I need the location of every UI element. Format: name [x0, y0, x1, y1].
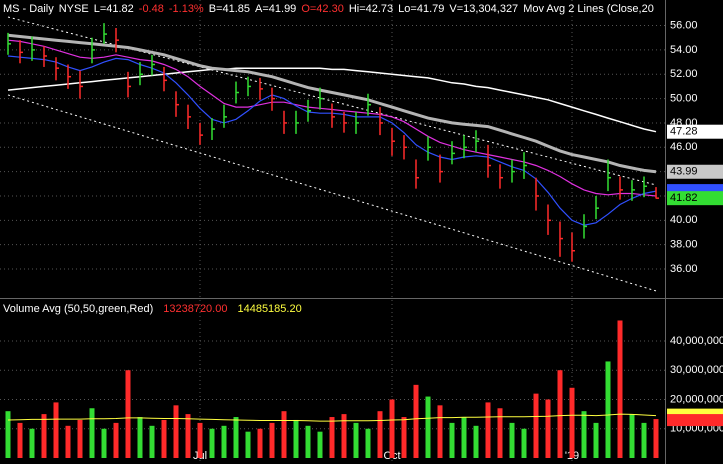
header-item: A=41.99 [255, 3, 296, 15]
y-tick-label: 50.00 [670, 93, 698, 105]
volume-bar [293, 419, 299, 458]
volume-bar [521, 428, 527, 458]
price-label-box [667, 191, 723, 206]
y-tick-label: 38.00 [670, 239, 698, 251]
volume-bar [557, 370, 563, 458]
volume-bar [641, 422, 647, 458]
volume-bar [161, 419, 167, 458]
volume-bar [77, 419, 83, 458]
price-label-box [667, 124, 723, 139]
volume-bar [17, 422, 23, 458]
volume-label-box [667, 414, 723, 427]
volume-bar [449, 422, 455, 458]
volume-bar [89, 408, 95, 458]
volume-bar [101, 428, 107, 458]
volume-bar [473, 425, 479, 458]
volume-bar [185, 414, 191, 458]
volume-bar [413, 384, 419, 458]
volume-bar [173, 405, 179, 458]
volume-bar [437, 405, 443, 458]
volume-bar [533, 393, 539, 458]
volume-bar [257, 428, 263, 458]
volume-bar [581, 411, 587, 458]
volume-bar [137, 417, 143, 458]
header-item: Lo=41.79 [398, 3, 444, 15]
volume-bar [365, 428, 371, 458]
price-label: 41.82 [670, 192, 698, 204]
price-label-box [667, 164, 723, 179]
volume-bar [341, 414, 347, 458]
volume-bar [497, 408, 503, 458]
volume-bar [65, 425, 71, 458]
y-tick-label: 20,000,000 [670, 393, 723, 405]
volume-bar [617, 320, 623, 458]
volume-bar [461, 417, 467, 458]
header-item: V=13,304,327 [449, 3, 518, 15]
volume-average [7, 413, 657, 422]
volume-bar [425, 396, 431, 458]
volume-bar [29, 428, 35, 458]
price-label: 43.99 [670, 166, 698, 178]
volume-bar [53, 402, 59, 458]
y-tick-label: 54.00 [670, 44, 698, 56]
volume-bar [545, 399, 551, 458]
header-item: Hi=42.73 [349, 3, 393, 15]
volume-bar [245, 431, 251, 458]
volume-annotation: 14485185.20 [237, 303, 301, 315]
volume-bar [605, 361, 611, 458]
volume-bar [569, 387, 575, 458]
volume-bar [209, 428, 215, 458]
volume-bar [593, 422, 599, 458]
volume-bar [197, 422, 203, 458]
y-tick-label: 52.00 [670, 68, 698, 80]
volume-bar [113, 422, 119, 458]
y-tick-label: 40.00 [670, 214, 698, 226]
volume-bar [149, 425, 155, 458]
header-item: Mov Avg 2 Lines (Close,20 [523, 3, 654, 15]
header-item: O=42.30 [301, 3, 344, 15]
y-tick-label: 40,000,000 [670, 335, 723, 347]
volume-bar [485, 402, 491, 458]
volume-title: Volume Avg (50,50,green,Red) [3, 303, 153, 315]
volume-bar [125, 370, 131, 458]
header-item: NYSE [59, 3, 89, 15]
y-tick-label: 36.00 [670, 263, 698, 275]
volume-bar [401, 417, 407, 458]
volume-bar [317, 431, 323, 458]
header-item: L=41.82 [94, 3, 134, 15]
volume-bar [653, 419, 659, 458]
volume-bar [41, 414, 47, 458]
header-item: -1.13% [169, 3, 204, 15]
volume-bar [509, 422, 515, 458]
volume-bar [629, 414, 635, 458]
volume-bar [389, 399, 395, 458]
price-label: 47.28 [670, 126, 698, 138]
volume-bar [305, 425, 311, 458]
volume-annotation: 13238720.00 [163, 303, 227, 315]
volume-bar [233, 417, 239, 458]
volume-bar [281, 411, 287, 458]
y-tick-label: 56.00 [670, 19, 698, 31]
header-item: B=41.85 [209, 3, 250, 15]
header-item: MS - Daily [3, 3, 54, 15]
volume-bar [221, 425, 227, 458]
volume-bar [5, 411, 11, 458]
moving-average [7, 67, 657, 133]
volume-bar [377, 411, 383, 458]
volume-bar [329, 417, 335, 458]
y-tick-label: 30,000,000 [670, 364, 723, 376]
header-item: -0.48 [139, 3, 164, 15]
volume-bar [353, 422, 359, 458]
volume-bar [269, 422, 275, 458]
y-tick-label: 46.00 [670, 141, 698, 153]
